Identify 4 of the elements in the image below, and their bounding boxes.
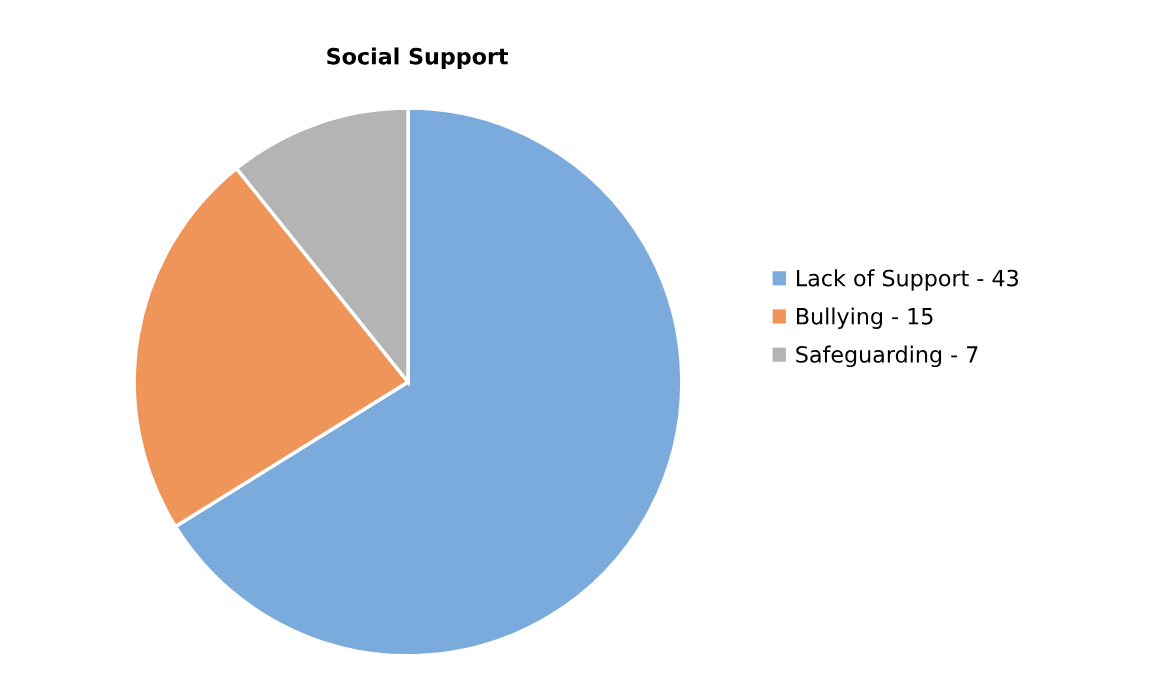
chart-title: Social Support <box>327 47 509 69</box>
legend-label: Bullying - 15 <box>797 307 933 329</box>
legend-label: Safeguarding - 7 <box>796 345 978 368</box>
legend-label: Lack of Support - 43 <box>797 269 1018 291</box>
